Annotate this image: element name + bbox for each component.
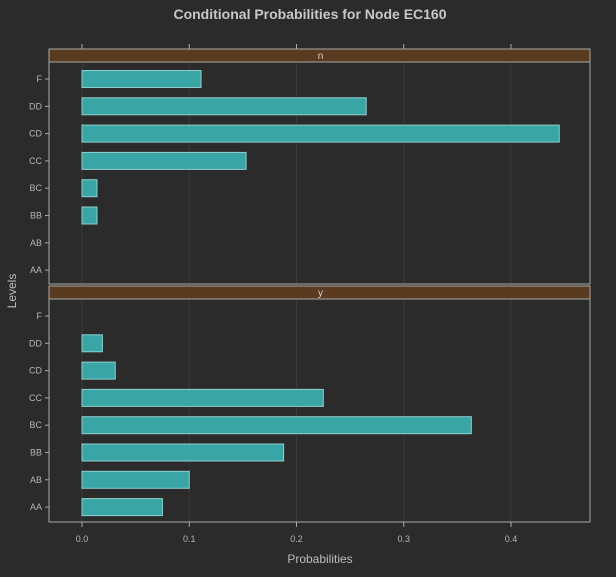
x-axis-title: Probabilities [287,552,352,566]
bar [81,470,190,489]
panel-border [48,298,591,523]
bar [81,179,98,198]
y-tick-label: DD [29,338,42,348]
bar [81,361,116,380]
y-tick-label: BB [30,211,42,221]
x-tick-label: 0.1 [183,534,196,544]
y-tick-label: AB [30,475,42,485]
y-tick-label: BC [29,420,42,430]
y-tick-label: AA [30,265,42,275]
bar [81,498,163,517]
y-tick-label: CC [29,393,42,403]
y-tick-label: BB [30,448,42,458]
strip-label: y [318,288,323,299]
x-tick-label: 0.0 [76,534,89,544]
y-axis-title: Levels [5,274,19,309]
bar [81,416,472,435]
y-tick-label: BC [29,183,42,193]
bar [81,124,560,143]
bar [81,334,103,353]
y-tick-label: AA [30,502,42,512]
y-tick-label: CD [29,366,42,376]
y-tick-label: AB [30,238,42,248]
panel-background [49,62,590,284]
panel-border [48,61,591,285]
panel-y: y F DD CD CC BC BB AB AA [29,285,591,523]
x-tick-label: 0.3 [397,534,410,544]
chart-title: Conditional Probabilities for Node EC160 [173,6,446,22]
bar [81,388,324,407]
bar [81,97,367,116]
y-tick-label: DD [29,101,42,111]
bar [81,70,202,88]
y-tick-label: CC [29,156,42,166]
bar [81,443,285,462]
y-tick-label: F [37,74,43,84]
panel-n: n F DD CD CC BC BB AB AA [29,48,591,285]
x-tick-label: 0.2 [290,534,303,544]
plot-area: n F DD CD CC BC BB AB AA y F DD CD CC BC BB AB AA 0.0 0.1 0.… [29,44,591,544]
y-tick-label: CD [29,129,42,139]
y-tick-label: F [37,311,43,321]
strip-label: n [318,51,324,62]
bar [81,151,247,170]
bar [81,206,98,225]
x-tick-label: 0.4 [505,534,518,544]
